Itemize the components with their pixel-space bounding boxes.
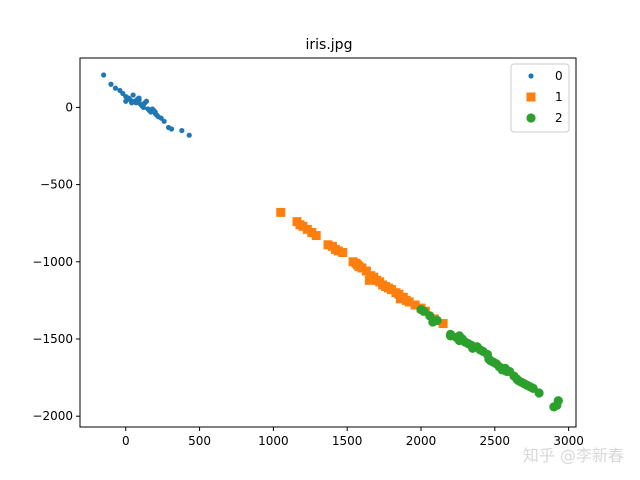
data-point (364, 275, 374, 285)
data-point (168, 126, 175, 132)
data-point (161, 118, 167, 124)
legend-marker (528, 73, 534, 79)
data-point (130, 92, 136, 98)
data-point (445, 329, 456, 339)
data-point (179, 127, 185, 134)
legend: 0 1 2 (510, 63, 570, 133)
data-point (338, 248, 348, 258)
data-point (513, 376, 524, 386)
data-point (454, 335, 464, 346)
x-tick-label: 1500 (332, 434, 363, 448)
data-point (152, 109, 158, 115)
data-point (136, 95, 142, 101)
x-tick-label: 2000 (406, 434, 437, 448)
data-point (553, 396, 563, 406)
data-point (534, 388, 544, 398)
y-tick-label: 0 (65, 100, 73, 114)
y-tick-label: −2000 (32, 409, 73, 423)
data-point (186, 132, 192, 138)
data-point (126, 95, 132, 101)
data-point (353, 260, 363, 270)
y-axis: 0 −500 −1000 −1500 −2000 (32, 100, 80, 423)
x-tick-label: 0 (122, 434, 130, 448)
data-point (466, 340, 476, 350)
axes-frame (79, 57, 577, 428)
x-axis: 0 500 1000 1500 2000 2500 3000 (122, 427, 584, 448)
chart-title: iris.jpg (306, 37, 353, 53)
plot-area (101, 72, 563, 412)
legend-label: 0 (555, 69, 563, 83)
data-point (140, 101, 147, 107)
data-point (395, 294, 405, 304)
data-point (112, 85, 119, 91)
series-2 (416, 305, 563, 412)
data-point (378, 280, 388, 290)
legend-label: 1 (555, 90, 563, 104)
x-tick-label: 500 (188, 434, 211, 448)
legend-label: 2 (555, 111, 563, 125)
legend-box (510, 63, 570, 133)
watermark: 知乎 @李新春 (522, 446, 624, 465)
y-tick-label: −500 (40, 178, 73, 192)
data-point (432, 315, 442, 326)
data-point (129, 100, 135, 106)
y-tick-label: −1500 (32, 332, 73, 346)
x-tick-label: 1000 (258, 434, 289, 448)
data-point (484, 354, 494, 364)
legend-marker (526, 92, 536, 102)
data-point (404, 297, 414, 307)
data-point (438, 319, 448, 329)
y-tick-label: −1000 (32, 255, 73, 269)
data-point (502, 366, 512, 377)
series-0 (101, 72, 192, 138)
x-tick-label: 3000 (553, 434, 584, 448)
data-point (276, 207, 286, 217)
legend-marker (526, 113, 536, 123)
data-point (101, 72, 107, 78)
x-tick-label: 2500 (480, 434, 511, 448)
data-point (410, 300, 420, 310)
data-point (108, 81, 114, 87)
data-point (311, 231, 321, 241)
data-point (361, 266, 371, 276)
